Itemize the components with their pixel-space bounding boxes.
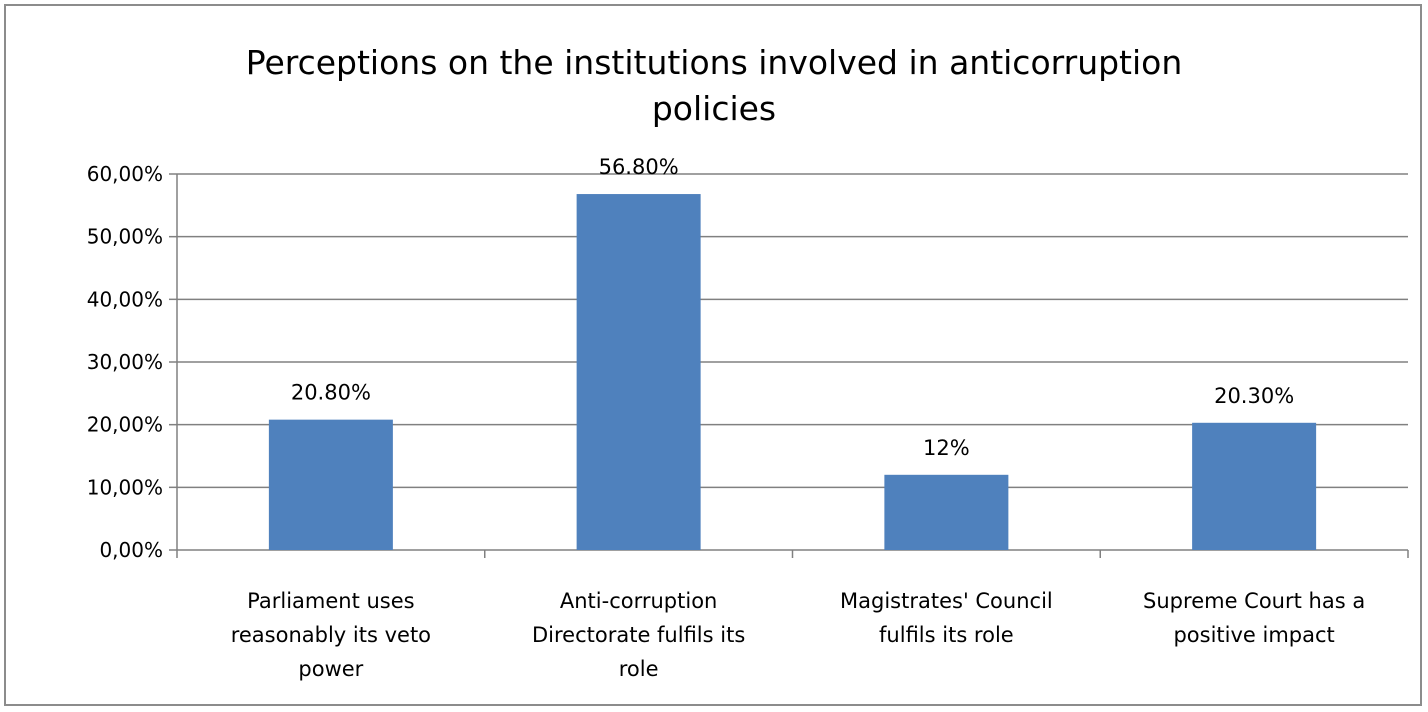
chart-title-line-1: Perceptions on the institutions involved… [245,43,1183,82]
data-label: 20.80% [291,381,371,405]
y-tick-label: 30,00% [87,350,163,374]
x-category-label: reasonably its veto [231,623,431,647]
chart-frame [4,4,1422,706]
y-tick-label: 50,00% [87,225,163,249]
y-tick-label: 40,00% [87,287,163,311]
bar [268,419,393,550]
y-tick-label: 0,00% [99,538,163,562]
data-label: 56.80% [599,155,679,179]
y-tick-label: 60,00% [87,162,163,186]
x-category-label: fulfils its role [879,623,1014,647]
x-category-label: power [298,657,363,681]
chart-title: Perceptions on the institutions involved… [0,40,1428,132]
x-category-label: Anti-corruption [560,589,717,613]
x-category-label: Supreme Court has a [1143,589,1365,613]
x-category-label: Directorate fulfils its [532,623,745,647]
data-label: 20.30% [1214,384,1294,408]
x-category-label: positive impact [1173,623,1334,647]
y-tick-label: 10,00% [87,475,163,499]
chart-title-line-2: policies [651,89,777,128]
x-category-label: Magistrates' Council [840,589,1053,613]
data-label: 12% [923,436,970,460]
y-tick-label: 20,00% [87,413,163,437]
x-category-label: Parliament uses [247,589,414,613]
bar [884,474,1009,550]
bar [1192,422,1317,550]
bar [576,194,701,550]
x-category-label: role [619,657,659,681]
